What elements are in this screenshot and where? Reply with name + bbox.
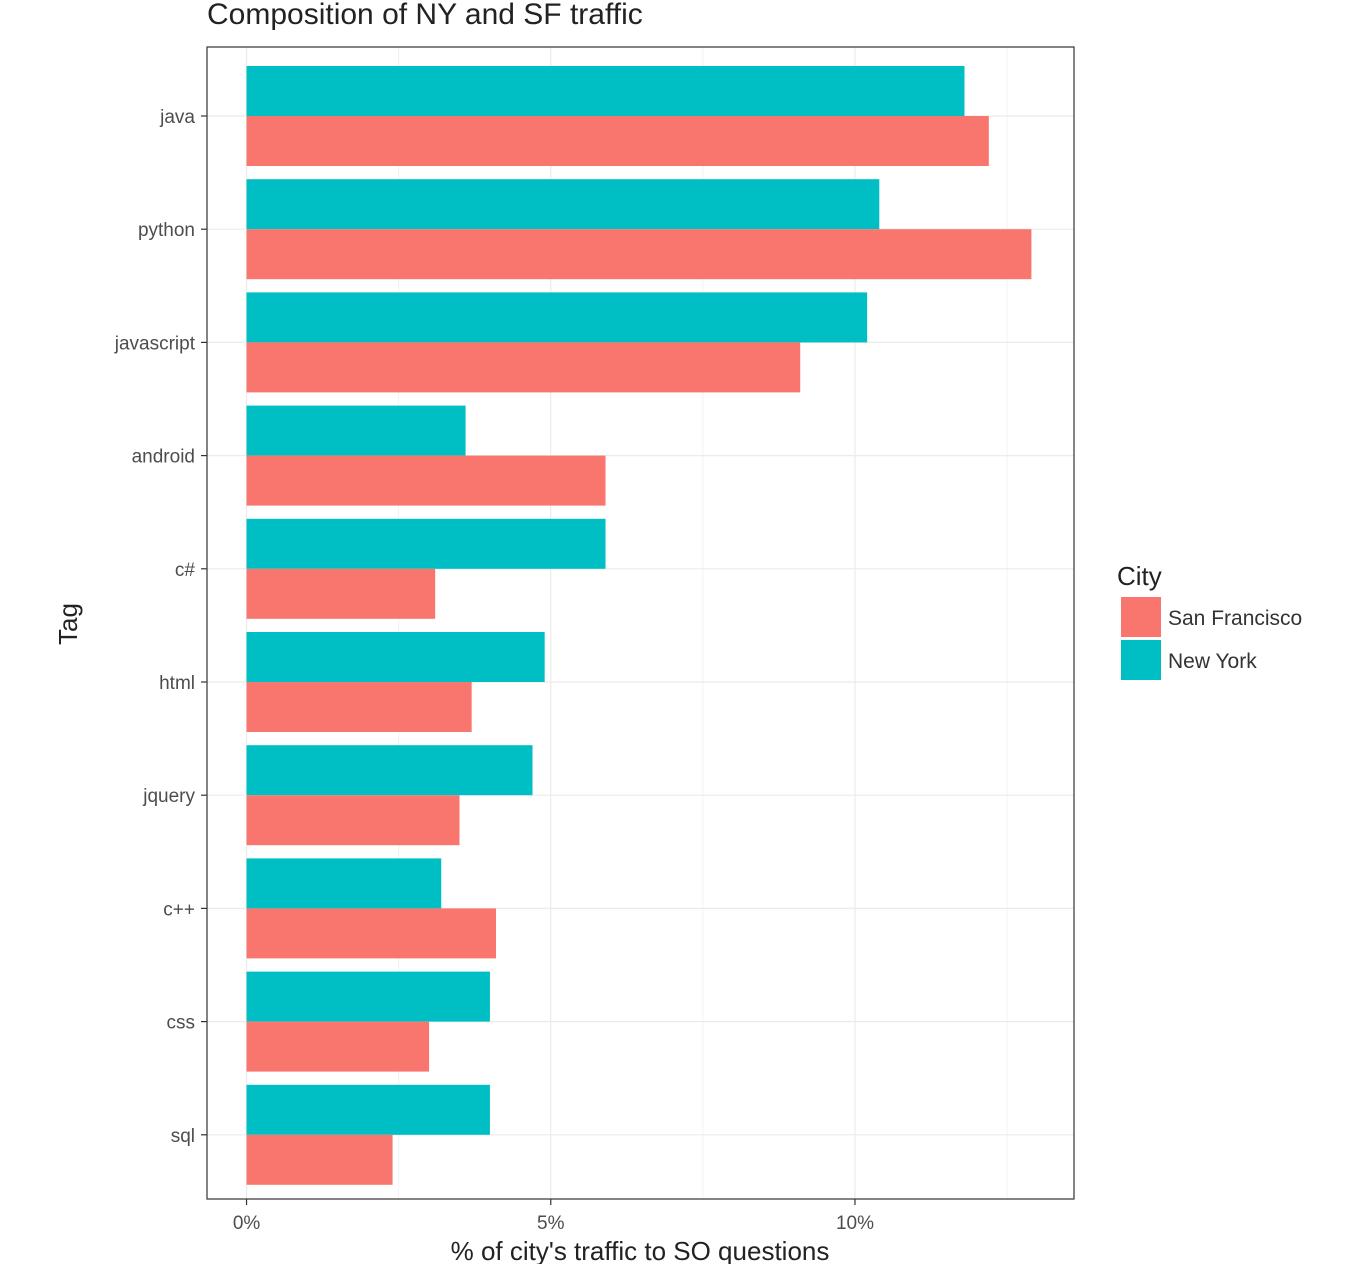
bar-new-york-c# — [246, 518, 606, 569]
legend-title: City — [1117, 561, 1162, 591]
x-axis-tick-labels: 0% 5% 10% — [233, 1213, 874, 1234]
bar-san-francisco-jquery — [246, 795, 460, 846]
bar-new-york-html — [246, 632, 545, 682]
bar-new-york-css — [246, 971, 490, 1022]
y-tick-label: javascript — [114, 333, 196, 354]
bar-new-york-jquery — [246, 745, 533, 796]
y-tick-label: python — [138, 220, 195, 241]
bar-san-francisco-c++ — [246, 908, 496, 959]
legend: City San Francisco New York — [1117, 561, 1302, 680]
bar-san-francisco-sql — [246, 1134, 393, 1185]
y-tick-label: android — [132, 447, 195, 468]
axis-ticks — [201, 115, 856, 1205]
bar-san-francisco-c# — [246, 568, 436, 619]
x-tick-label: 0% — [233, 1213, 261, 1234]
bar-new-york-android — [246, 405, 466, 456]
bars — [246, 66, 1032, 1185]
bar-new-york-javascript — [246, 292, 868, 343]
bar-san-francisco-javascript — [246, 342, 801, 393]
x-tick-label: 10% — [836, 1213, 874, 1234]
bar-san-francisco-android — [246, 455, 606, 506]
y-tick-label: java — [159, 107, 195, 128]
chart-title: Composition of NY and SF traffic — [207, 0, 643, 31]
y-tick-label: c# — [175, 560, 196, 581]
x-axis-title: % of city's traffic to SO questions — [451, 1236, 830, 1264]
bar-san-francisco-python — [246, 229, 1032, 280]
y-tick-label: css — [167, 1013, 196, 1034]
y-axis-tick-labels: java python javascript android c# html jquery c… — [114, 107, 196, 1147]
y-tick-label: sql — [171, 1126, 195, 1147]
y-tick-label: html — [159, 673, 195, 694]
bar-san-francisco-html — [246, 682, 472, 732]
panel-border — [206, 46, 1075, 1200]
legend-key — [1121, 597, 1161, 637]
y-tick-label: c++ — [163, 899, 195, 920]
legend-label: San Francisco — [1168, 607, 1302, 630]
legend-key — [1121, 640, 1161, 680]
bar-san-francisco-java — [246, 116, 989, 166]
x-tick-label: 5% — [537, 1213, 565, 1234]
bar-new-york-sql — [246, 1084, 490, 1135]
bar-san-francisco-css — [246, 1021, 430, 1072]
y-tick-label: jquery — [142, 786, 195, 807]
bar-new-york-python — [246, 179, 880, 230]
y-axis-title: Tag — [53, 603, 83, 645]
legend-label: New York — [1168, 650, 1257, 673]
bar-new-york-c++ — [246, 858, 442, 909]
bar-new-york-java — [246, 66, 965, 116]
